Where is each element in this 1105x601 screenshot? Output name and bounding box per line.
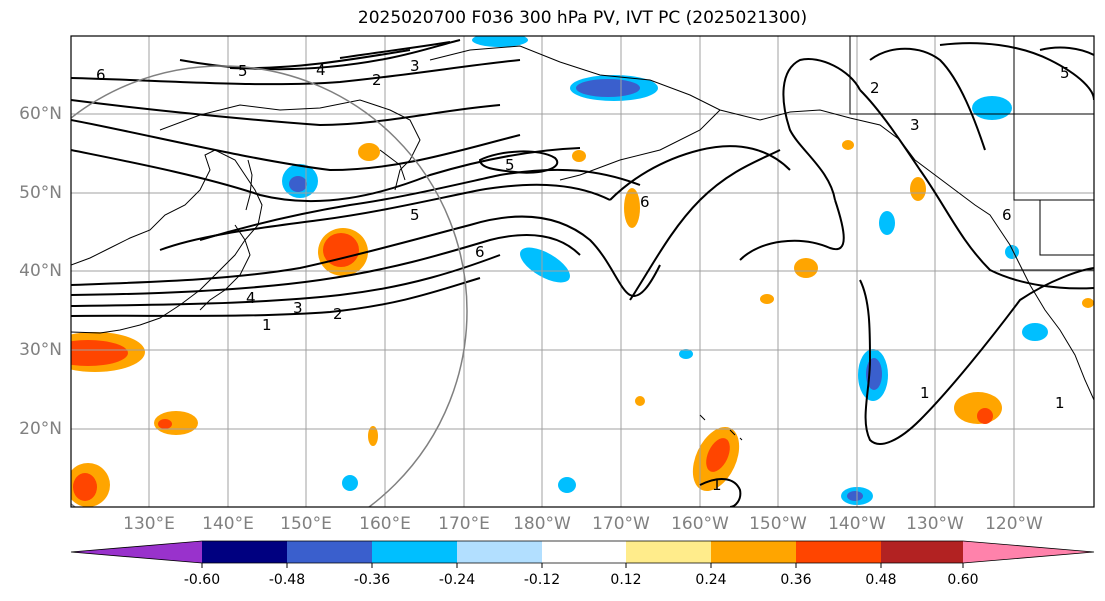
lon-label: 140°E bbox=[202, 514, 254, 534]
contour-label: 6 bbox=[640, 193, 650, 211]
colorbar-tick-label: 0.48 bbox=[865, 572, 897, 588]
lon-label: 120°W bbox=[985, 514, 1043, 534]
colorbar-tick-label: -0.60 bbox=[183, 572, 221, 588]
lon-label: 140°W bbox=[828, 514, 886, 534]
contour-label: 2 bbox=[333, 305, 343, 323]
contour-label: 5 bbox=[1060, 64, 1070, 82]
contour-label: 6 bbox=[475, 243, 485, 261]
contour-label: 2 bbox=[870, 79, 880, 97]
contour-label: 3 bbox=[410, 57, 420, 75]
lon-label: 160°E bbox=[359, 514, 411, 534]
negative-anomalies bbox=[282, 36, 1048, 505]
contour-label: 1 bbox=[712, 476, 722, 494]
colorbar-tick-label: -0.12 bbox=[523, 572, 561, 588]
radius-circle bbox=[71, 65, 468, 507]
colorbar-tick-label: 0.12 bbox=[610, 572, 642, 588]
contour-label: 5 bbox=[238, 62, 248, 80]
colorbar-tick-label: 0.60 bbox=[947, 572, 979, 588]
lat-label: 60°N bbox=[19, 104, 62, 124]
lat-label: 40°N bbox=[19, 261, 62, 281]
contour-label: 3 bbox=[293, 299, 303, 317]
colorbar-tick-label: -0.48 bbox=[268, 572, 306, 588]
plot-title: 2025020700 F036 300 hPa PV, IVT PC (2025… bbox=[357, 8, 808, 28]
lon-label: 160°W bbox=[671, 514, 729, 534]
graticule bbox=[71, 36, 1094, 507]
contour-label: 4 bbox=[246, 289, 256, 307]
lat-label: 20°N bbox=[19, 419, 62, 439]
contour-label: 5 bbox=[410, 206, 420, 224]
lon-label: 150°E bbox=[280, 514, 332, 534]
lon-label: 150°W bbox=[749, 514, 807, 534]
colorbar-tick-label: -0.24 bbox=[438, 572, 476, 588]
pv-contours bbox=[71, 39, 1094, 507]
contour-label: 5 bbox=[505, 156, 515, 174]
lon-label: 170°E bbox=[438, 514, 490, 534]
lon-label: 130°W bbox=[906, 514, 964, 534]
contour-label: 4 bbox=[316, 61, 326, 79]
colorbar-tick-label: 0.36 bbox=[780, 572, 812, 588]
contour-label: 1 bbox=[1055, 394, 1065, 412]
contour-label: 1 bbox=[262, 316, 272, 334]
lon-label: 180°W bbox=[513, 514, 571, 534]
contour-label: 1 bbox=[920, 384, 930, 402]
map-frame bbox=[70, 35, 1095, 508]
lon-label: 170°W bbox=[592, 514, 650, 534]
contour-label: 2 bbox=[372, 71, 382, 89]
contour-label: 3 bbox=[910, 116, 920, 134]
colorbar-tick-label: -0.36 bbox=[353, 572, 391, 588]
lat-label: 30°N bbox=[19, 340, 62, 360]
lon-label: 130°E bbox=[123, 514, 175, 534]
lat-label: 50°N bbox=[19, 183, 62, 203]
contour-label: 6 bbox=[1002, 206, 1012, 224]
colorbar-tick-label: 0.24 bbox=[695, 572, 727, 588]
contour-label: 6 bbox=[96, 66, 106, 84]
contour-label-group: 1 2 3 4 5 6 2 3 4 5 6 5 6 1 1 1 2 3 6 5 bbox=[96, 57, 1070, 494]
map-content: 1 2 3 4 5 6 2 3 4 5 6 5 6 1 1 1 2 3 6 5 bbox=[71, 36, 1094, 507]
colorbar bbox=[70, 540, 1095, 568]
